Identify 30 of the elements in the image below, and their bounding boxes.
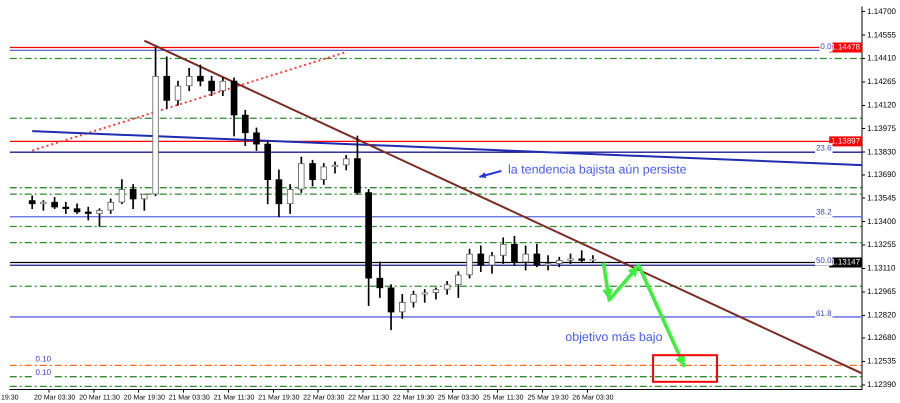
y-tick-label: 1.13400 xyxy=(867,216,897,226)
y-tick-label: 1.13975 xyxy=(867,124,897,133)
y-tick-label: 1.12965 xyxy=(867,287,897,296)
ref-line-label: 1.14478 xyxy=(831,42,861,52)
y-tick-label: 1.13110 xyxy=(867,264,896,273)
y-tick-label: 1.14265 xyxy=(867,77,897,86)
y-tick-label: 1.13830 xyxy=(867,147,897,156)
y-tick-label: 1.14555 xyxy=(867,30,897,40)
ref-line-label: 1.13897 xyxy=(831,136,861,146)
annotation: 61.8 xyxy=(816,309,832,318)
y-tick-label: 1.12535 xyxy=(867,356,897,366)
y-tick-label: 1.12820 xyxy=(867,310,897,320)
annotation: la tendencia bajista aún persiste xyxy=(508,162,687,176)
annotation: 23.6 xyxy=(816,143,832,152)
annotation: 0.10 xyxy=(36,368,52,378)
candlestick xyxy=(96,208,103,227)
y-tick-label: 1.13255 xyxy=(867,240,897,250)
y-tick-label: 1.12390 xyxy=(867,380,897,389)
annotation: 50.0 xyxy=(816,256,832,265)
annotation: 0.10 xyxy=(36,354,52,364)
annotation: 0.0 xyxy=(820,42,832,52)
annotation: objetivo más bajo xyxy=(565,330,663,344)
ref-line-label: 1.13147 xyxy=(831,258,861,267)
y-tick-label: 1.14120 xyxy=(867,100,897,110)
y-tick-label: 1.13545 xyxy=(867,193,897,202)
annotation: 38.2 xyxy=(816,208,832,217)
y-tick-label: 1.14410 xyxy=(867,54,897,63)
y-tick-label: 1.12680 xyxy=(867,333,897,342)
y-tick-label: 1.13690 xyxy=(867,170,897,179)
y-tick-label: 1.14700 xyxy=(867,6,897,16)
